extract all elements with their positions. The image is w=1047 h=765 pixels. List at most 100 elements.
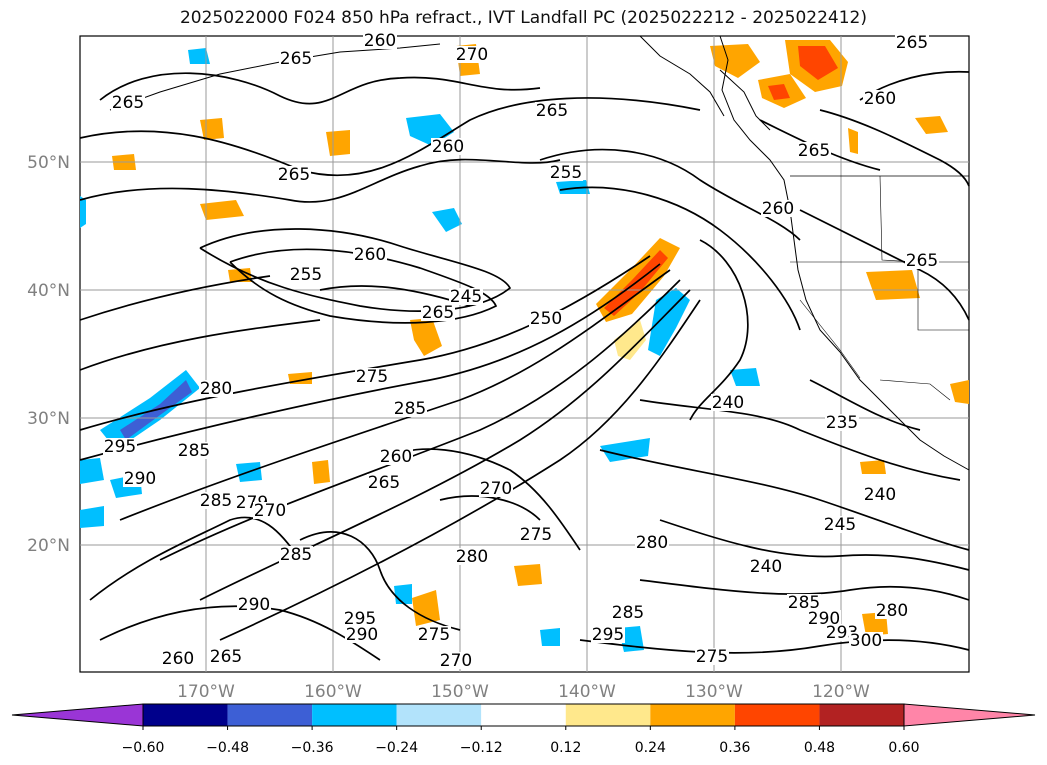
contour-label-bg	[363, 32, 397, 49]
contour-label: 300	[850, 631, 882, 651]
contour-label-bg	[875, 602, 909, 619]
contour-label: 265	[210, 647, 242, 667]
contour-label: 290	[124, 469, 156, 489]
colorbar-bin	[819, 704, 904, 726]
contour-label-bg	[199, 492, 233, 509]
colorbar-tick-label: 0.36	[719, 740, 750, 756]
contour-label: 280	[456, 547, 488, 567]
shade-patch	[768, 84, 790, 100]
lat-tick-label: 50°N	[27, 153, 70, 173]
contour-label: 260	[762, 199, 794, 219]
shade-patch	[394, 584, 412, 604]
longitude-axis: 170°W 160°W 150°W 140°W 130°W 120°W	[177, 682, 870, 702]
lon-tick-label: 150°W	[431, 682, 489, 702]
shade-patch	[228, 268, 252, 282]
contour-line	[539, 148, 801, 241]
contour-label: 280	[636, 533, 668, 553]
contour-label: 265	[112, 93, 144, 113]
lat-tick-label: 20°N	[27, 536, 70, 556]
contour-label: 270	[254, 501, 286, 521]
contour-line	[89, 516, 301, 601]
contour-label: 260	[162, 649, 194, 669]
coastline	[719, 35, 970, 471]
shade-patch	[80, 458, 104, 484]
colorbar-tick-label: −0.48	[206, 740, 249, 756]
shade-patch	[866, 270, 920, 300]
contour-label-bg	[103, 438, 137, 455]
contour-line	[79, 255, 651, 431]
contour-label: 260	[354, 245, 386, 265]
contour-labels: 265 260 270 265 265 265 260 265 255 260 265 260 255 2…	[103, 31, 939, 671]
contour-label: 240	[750, 557, 782, 577]
contour-line	[119, 269, 671, 521]
contour-label: 265	[368, 473, 400, 493]
contour-line	[439, 495, 541, 521]
lon-tick-label: 120°W	[812, 682, 870, 702]
contour-label-bg	[635, 534, 669, 551]
colorbar: −0.60 −0.48 −0.36 −0.24 −0.12 0.12 0.24 0.36 0.4…	[11, 703, 1036, 756]
coastline	[719, 69, 771, 131]
contour-label-bg	[695, 648, 729, 665]
contour-label: 285	[200, 491, 232, 511]
contour-label-bg	[711, 394, 745, 411]
shade-patch	[710, 44, 760, 78]
contour-label: 280	[876, 601, 908, 621]
shade-patch	[540, 628, 560, 646]
contour-label-bg	[761, 200, 795, 217]
shade-patch	[80, 196, 86, 228]
contour-label-bg	[439, 652, 473, 669]
shade-patch	[200, 118, 224, 140]
colorbar-bin	[143, 704, 228, 726]
shade-patch	[860, 460, 886, 474]
contour-label: 275	[418, 625, 450, 645]
shade-patch	[614, 320, 646, 360]
contour-label-bg	[253, 502, 287, 519]
lat-tick-label: 30°N	[27, 409, 70, 429]
contour-label: 280	[200, 379, 232, 399]
contour-label: 265	[536, 101, 568, 121]
shade-patch	[312, 460, 330, 484]
contour-label-bg	[431, 138, 465, 155]
contour-label: 265	[896, 33, 928, 53]
contour-label-bg	[111, 94, 145, 111]
contour-label-bg	[849, 632, 883, 649]
contour-label-bg	[209, 648, 243, 665]
contour-line	[639, 399, 961, 481]
shade-patch	[648, 288, 690, 356]
contour-label-bg	[905, 252, 939, 269]
colorbar-bin	[481, 704, 566, 726]
contour-line	[639, 579, 970, 601]
contour-label: 270	[480, 479, 512, 499]
lon-tick-label: 140°W	[558, 682, 616, 702]
contour-label-bg	[353, 246, 387, 263]
contour-line	[219, 299, 701, 641]
colorbar-tick-label: 0.48	[804, 740, 835, 756]
contour-line	[99, 72, 541, 105]
coastline	[639, 35, 725, 117]
contour-label: 260	[380, 447, 412, 467]
contour-label: 275	[520, 525, 552, 545]
contour-line	[159, 279, 681, 561]
contour-label: 265	[906, 251, 938, 271]
contour-label: 285	[788, 593, 820, 613]
contour-label-bg	[549, 164, 583, 181]
contour-label-bg	[343, 610, 377, 627]
contour-label: 285	[394, 399, 426, 419]
contour-label: 265	[422, 303, 454, 323]
contour-label: 245	[450, 287, 482, 307]
shade-patch	[798, 46, 838, 80]
contour-label-bg	[807, 610, 841, 627]
colorbar-tick-label: 0.24	[635, 740, 666, 756]
contour-label: 295	[592, 625, 624, 645]
shade-patch	[950, 380, 969, 404]
lon-tick-label: 170°W	[177, 682, 235, 702]
contour-label: 245	[824, 515, 856, 535]
colorbar-extend-low	[11, 703, 144, 727]
colorbar-tick-label: 0.12	[550, 740, 581, 756]
contour-label: 275	[356, 367, 388, 387]
colorbar-tick-label: −0.12	[460, 740, 503, 756]
contour-label: 265	[798, 141, 830, 161]
shade-patch	[432, 208, 462, 232]
contour-label: 285	[612, 603, 644, 623]
